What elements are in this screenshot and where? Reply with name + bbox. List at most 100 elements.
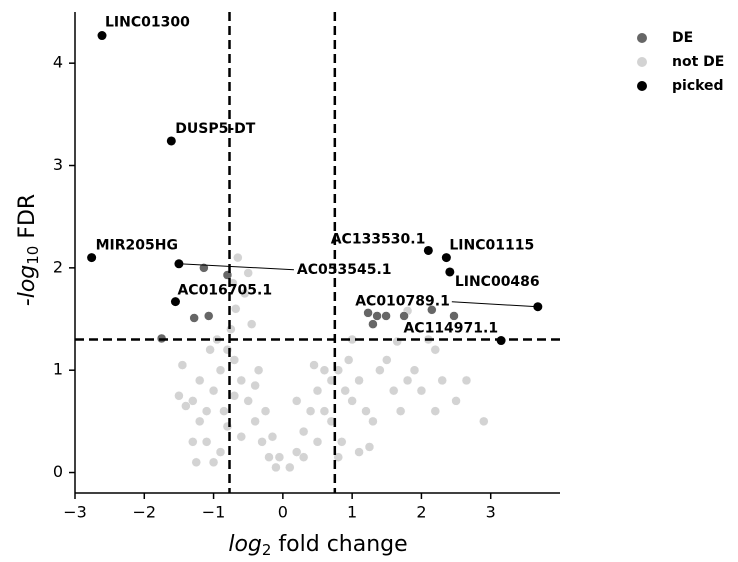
point <box>388 385 399 396</box>
point <box>215 365 226 375</box>
point <box>233 252 243 263</box>
point <box>274 452 285 462</box>
point <box>203 311 214 321</box>
point <box>305 406 316 416</box>
point <box>309 360 319 370</box>
y-tick-label: 0 <box>53 462 63 481</box>
point <box>219 406 229 416</box>
point <box>430 344 441 355</box>
point <box>208 457 219 468</box>
x-tick-label: 3 <box>486 503 496 522</box>
point <box>97 31 107 41</box>
point <box>257 437 267 447</box>
point <box>208 385 219 396</box>
label-connector <box>451 301 538 308</box>
point <box>298 452 309 462</box>
point <box>191 457 201 468</box>
point <box>445 267 455 277</box>
point <box>246 319 257 329</box>
point <box>230 304 241 314</box>
point-label: LINC01115 <box>449 238 534 254</box>
point <box>205 344 215 355</box>
y-label-part: FDR <box>15 194 40 246</box>
y-axis-label: -log10 FDR <box>15 194 42 306</box>
point <box>170 297 180 307</box>
legend-label: not DE <box>672 54 724 70</box>
point <box>364 442 375 452</box>
point <box>361 406 371 416</box>
point-label: AC010789.1 <box>355 294 450 310</box>
point <box>226 324 236 335</box>
x-label-part: log <box>228 532 262 557</box>
point <box>354 447 364 457</box>
point <box>375 365 385 375</box>
point <box>368 416 378 427</box>
label-connector <box>178 263 294 271</box>
point <box>312 385 323 396</box>
point <box>347 396 357 406</box>
point <box>243 268 253 278</box>
point-label: AC114971.1 <box>403 321 498 337</box>
point <box>337 437 347 447</box>
point <box>250 416 260 427</box>
point <box>181 401 191 411</box>
point <box>395 406 406 416</box>
point <box>250 380 260 391</box>
point <box>236 431 247 442</box>
point <box>298 426 309 437</box>
legend-label: DE <box>672 30 693 46</box>
point <box>461 375 472 386</box>
point <box>215 447 226 457</box>
point <box>285 462 295 473</box>
point-label: DUSP5-DT <box>175 121 256 137</box>
point-label: MIR205HG <box>96 238 178 254</box>
point <box>260 406 271 416</box>
point <box>430 406 441 416</box>
point <box>427 305 437 315</box>
point <box>177 360 188 370</box>
point <box>402 375 413 386</box>
point <box>188 396 198 406</box>
point <box>253 365 264 375</box>
x-tick-label: 1 <box>347 503 357 522</box>
point <box>441 253 451 263</box>
point <box>372 311 382 321</box>
point <box>354 375 364 386</box>
point <box>399 311 409 321</box>
point <box>87 253 97 263</box>
x-tick-label: −1 <box>202 503 226 522</box>
point <box>240 288 250 299</box>
x-tick-label: −3 <box>63 503 87 522</box>
y-tick-label: 1 <box>53 360 63 379</box>
point <box>201 406 212 416</box>
y-tick-label: 2 <box>53 257 63 276</box>
y-tick-label: 4 <box>53 53 63 72</box>
point <box>416 385 427 396</box>
point-label: AC133530.1 <box>331 231 426 247</box>
point <box>291 396 302 406</box>
legend-marker <box>637 33 647 43</box>
point <box>194 416 205 427</box>
y-label-part: 10 <box>24 246 42 265</box>
point <box>189 313 199 323</box>
point <box>409 365 420 375</box>
legend-marker <box>637 57 647 67</box>
point <box>236 375 247 386</box>
point <box>319 406 330 416</box>
point <box>368 319 378 329</box>
x-tick-label: 0 <box>278 503 288 522</box>
point <box>201 437 212 447</box>
point <box>340 385 350 396</box>
point <box>174 391 184 401</box>
point <box>451 396 461 406</box>
point <box>437 375 447 386</box>
point <box>312 437 323 447</box>
y-tick-label: 3 <box>53 155 63 174</box>
point <box>264 452 274 462</box>
point <box>363 308 373 318</box>
point <box>243 396 253 406</box>
point <box>267 431 278 442</box>
point <box>423 245 433 255</box>
point <box>166 136 176 146</box>
